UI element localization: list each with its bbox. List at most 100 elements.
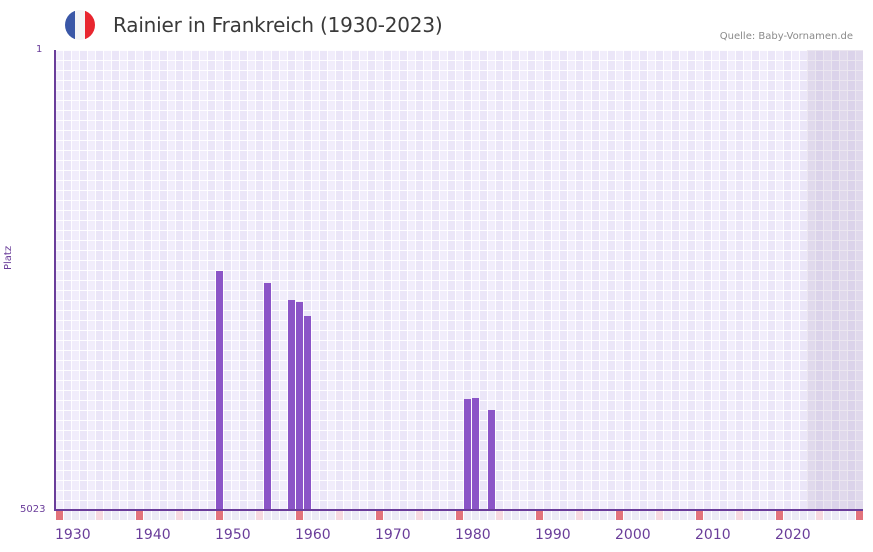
bar-1956[interactable] xyxy=(264,282,271,510)
year-marker xyxy=(368,511,375,520)
x-axis-line xyxy=(55,509,863,511)
year-marker xyxy=(536,511,543,520)
year-marker xyxy=(776,511,783,520)
x-axis-label: 2020 xyxy=(775,527,811,543)
year-marker xyxy=(296,511,303,520)
year-marker xyxy=(560,511,567,520)
year-marker xyxy=(360,511,367,520)
year-marker xyxy=(584,511,591,520)
year-marker xyxy=(720,511,727,520)
year-marker xyxy=(592,511,599,520)
bar-1960[interactable] xyxy=(296,301,303,510)
year-marker xyxy=(104,511,111,520)
year-marker xyxy=(816,511,823,520)
year-marker xyxy=(176,511,183,520)
x-axis-label: 1970 xyxy=(375,527,411,543)
year-marker xyxy=(528,511,535,520)
x-axis-label: 1940 xyxy=(135,527,171,543)
x-axis-label: 2010 xyxy=(695,527,731,543)
year-marker xyxy=(280,511,287,520)
x-axis-label: 2000 xyxy=(615,527,651,543)
year-marker xyxy=(216,511,223,520)
year-marker xyxy=(552,511,559,520)
bar-1982[interactable] xyxy=(472,397,479,510)
year-marker xyxy=(424,511,431,520)
year-marker xyxy=(688,511,695,520)
y-axis-top-label: 1 xyxy=(36,44,43,55)
year-marker xyxy=(520,511,527,520)
year-marker xyxy=(336,511,343,520)
year-marker xyxy=(160,511,167,520)
year-marker xyxy=(344,511,351,520)
year-marker xyxy=(656,511,663,520)
year-marker xyxy=(432,511,439,520)
year-marker xyxy=(488,511,495,520)
y-axis-title: Platz xyxy=(3,245,14,270)
year-marker xyxy=(264,511,271,520)
x-axis-label: 1960 xyxy=(295,527,331,543)
year-marker xyxy=(664,511,671,520)
year-marker xyxy=(168,511,175,520)
year-marker xyxy=(384,511,391,520)
year-markers xyxy=(55,511,863,520)
chart-title: Rainier in Frankreich (1930-2023) xyxy=(113,13,443,37)
future-shading xyxy=(807,50,863,510)
year-marker xyxy=(696,511,703,520)
year-marker xyxy=(760,511,767,520)
year-marker xyxy=(288,511,295,520)
year-marker xyxy=(784,511,791,520)
year-marker xyxy=(248,511,255,520)
x-axis-label: 1980 xyxy=(455,527,491,543)
year-marker xyxy=(208,511,215,520)
year-marker xyxy=(232,511,239,520)
year-marker xyxy=(144,511,151,520)
year-marker xyxy=(80,511,87,520)
bar-1984[interactable] xyxy=(488,409,495,510)
year-marker xyxy=(392,511,399,520)
year-marker xyxy=(832,511,839,520)
year-marker xyxy=(192,511,199,520)
plot-area xyxy=(55,50,863,510)
year-marker xyxy=(472,511,479,520)
bar-1961[interactable] xyxy=(304,315,311,510)
year-marker xyxy=(624,511,631,520)
year-marker xyxy=(704,511,711,520)
year-marker xyxy=(240,511,247,520)
year-marker xyxy=(224,511,231,520)
year-marker xyxy=(120,511,127,520)
year-marker xyxy=(352,511,359,520)
year-marker xyxy=(680,511,687,520)
year-marker xyxy=(800,511,807,520)
year-marker xyxy=(728,511,735,520)
year-marker xyxy=(480,511,487,520)
year-marker xyxy=(56,511,63,520)
year-marker xyxy=(400,511,407,520)
year-marker xyxy=(464,511,471,520)
year-marker xyxy=(856,511,863,520)
year-marker xyxy=(304,511,311,520)
year-marker xyxy=(768,511,775,520)
year-marker xyxy=(408,511,415,520)
x-axis-label: 1990 xyxy=(535,527,571,543)
year-marker xyxy=(848,511,855,520)
year-marker xyxy=(448,511,455,520)
year-marker xyxy=(64,511,71,520)
source-credit: Quelle: Baby-Vornamen.de xyxy=(719,31,853,42)
x-axis-label: 1950 xyxy=(215,527,251,543)
bar-1950[interactable] xyxy=(216,271,223,510)
year-marker xyxy=(128,511,135,520)
bar-1981[interactable] xyxy=(464,398,471,510)
year-marker xyxy=(496,511,503,520)
year-marker xyxy=(312,511,319,520)
y-axis-line xyxy=(54,50,56,511)
plot-grid xyxy=(55,50,863,510)
year-marker xyxy=(440,511,447,520)
year-marker xyxy=(808,511,815,520)
year-marker xyxy=(608,511,615,520)
year-marker xyxy=(256,511,263,520)
year-marker xyxy=(672,511,679,520)
year-marker xyxy=(328,511,335,520)
year-marker xyxy=(72,511,79,520)
year-marker xyxy=(600,511,607,520)
bar-1959[interactable] xyxy=(288,299,295,510)
